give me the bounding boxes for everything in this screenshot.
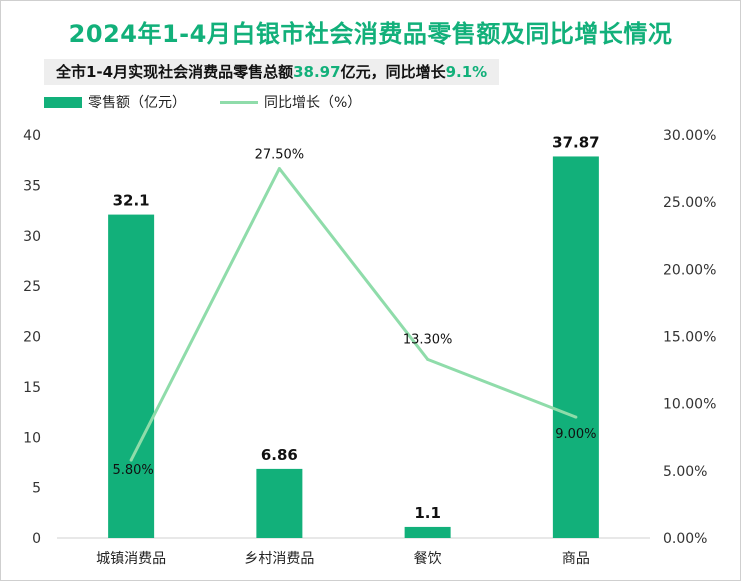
bar-value-label: 37.87 bbox=[552, 133, 599, 151]
legend-line-label: 同比增长（%） bbox=[264, 95, 362, 111]
right-tick-label: 0.00% bbox=[663, 531, 707, 547]
category-label: 乡村消费品 bbox=[244, 551, 314, 567]
left-tick-label: 20 bbox=[23, 330, 41, 346]
growth-point bbox=[277, 167, 281, 171]
left-tick-label: 15 bbox=[23, 380, 41, 396]
line-data-labels: 5.80% 27.50% 13.30% 9.00% bbox=[112, 148, 596, 479]
bar-data-labels: 32.1 6.86 1.1 37.87 bbox=[113, 133, 600, 521]
legend-line-swatch bbox=[220, 100, 258, 104]
bar-value-label: 1.1 bbox=[414, 504, 441, 522]
subtitle-total: 38.97 bbox=[293, 63, 341, 81]
right-axis-ticks: 0.00% 5.00% 10.00% 15.00% 20.00% 25.00% 30.00% bbox=[663, 128, 716, 547]
left-tick-label: 0 bbox=[32, 531, 41, 547]
growth-line-path bbox=[129, 167, 577, 461]
growth-point bbox=[426, 357, 430, 361]
chart-title: 2024年1-4月白银市社会消费品零售额及同比增长情况 bbox=[68, 20, 673, 48]
right-tick-label: 15.00% bbox=[663, 330, 716, 346]
growth-value-label: 5.80% bbox=[112, 463, 153, 478]
subtitle-middle: 亿元，同比增长 bbox=[340, 63, 446, 81]
left-tick-label: 25 bbox=[23, 279, 41, 295]
bar-value-label: 32.1 bbox=[113, 192, 150, 210]
right-tick-label: 10.00% bbox=[663, 397, 716, 413]
right-tick-label: 5.00% bbox=[663, 464, 707, 480]
left-tick-label: 10 bbox=[23, 430, 41, 446]
category-label: 商品 bbox=[562, 551, 590, 567]
left-tick-label: 5 bbox=[32, 481, 41, 497]
growth-value-label: 27.50% bbox=[255, 148, 305, 163]
category-label: 城镇消费品 bbox=[96, 551, 166, 567]
chart-subtitle: 全市1-4月实现社会消费品零售总额38.97亿元，同比增长9.1% bbox=[44, 59, 500, 85]
left-tick-label: 30 bbox=[23, 229, 41, 245]
bar bbox=[404, 526, 451, 538]
growth-point bbox=[129, 458, 133, 462]
bar bbox=[108, 214, 155, 538]
right-tick-label: 20.00% bbox=[663, 262, 716, 278]
bar-value-label: 6.86 bbox=[261, 446, 298, 464]
left-axis-ticks: 0 5 10 15 20 25 30 35 40 bbox=[23, 128, 41, 547]
left-tick-label: 40 bbox=[23, 128, 41, 144]
growth-value-label: 9.00% bbox=[555, 427, 596, 442]
category-label: 餐饮 bbox=[414, 551, 442, 567]
bar bbox=[552, 156, 599, 538]
legend: 零售额（亿元） 同比增长（%） bbox=[44, 92, 361, 112]
subtitle-growth: 9.1% bbox=[445, 63, 488, 81]
right-tick-label: 25.00% bbox=[663, 195, 716, 211]
category-labels: 城镇消费品 乡村消费品 餐饮 商品 bbox=[96, 551, 590, 567]
growth-point bbox=[574, 415, 578, 419]
subtitle-prefix: 全市1-4月实现社会消费品零售总额 bbox=[56, 63, 294, 81]
legend-bar-label: 零售额（亿元） bbox=[88, 95, 186, 111]
legend-bar-swatch bbox=[44, 96, 82, 108]
bar bbox=[256, 468, 303, 538]
left-tick-label: 35 bbox=[23, 178, 41, 194]
growth-line bbox=[129, 167, 578, 462]
bars bbox=[108, 156, 599, 538]
growth-value-label: 13.30% bbox=[403, 332, 453, 347]
right-tick-label: 30.00% bbox=[663, 128, 716, 144]
